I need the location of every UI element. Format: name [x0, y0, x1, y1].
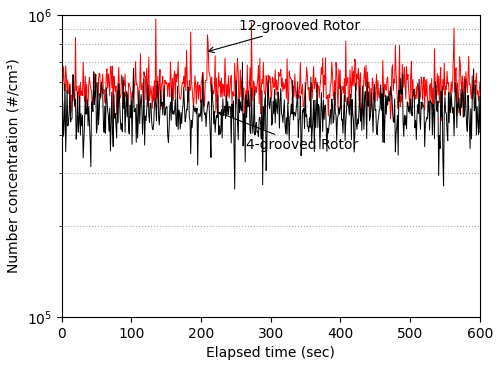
Text: 12-grooved Rotor: 12-grooved Rotor: [208, 19, 360, 52]
Text: 4-grooved Rotor: 4-grooved Rotor: [218, 112, 358, 152]
Y-axis label: Number concentration (#/cm³): Number concentration (#/cm³): [7, 58, 21, 273]
X-axis label: Elapsed time (sec): Elapsed time (sec): [206, 346, 335, 360]
